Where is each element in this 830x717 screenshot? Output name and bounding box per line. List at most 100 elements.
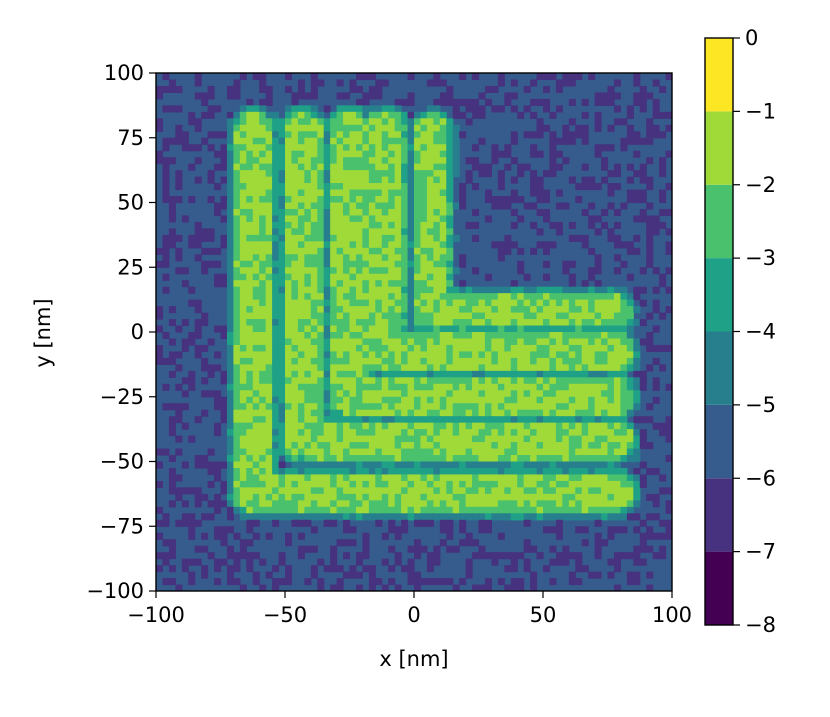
heatmap-cell [433,183,441,191]
heatmap-cell [278,325,286,333]
heatmap-cell [439,519,447,527]
heatmap-cell [388,545,396,553]
heatmap-cell [562,474,570,482]
heatmap-cell [478,170,486,178]
heatmap-cell [375,208,383,217]
heatmap-cell [168,416,176,424]
heatmap-cell [439,390,447,398]
heatmap-cell [555,493,563,501]
heatmap-cell [446,519,454,527]
heatmap-cell [394,234,402,242]
heatmap-cell [343,351,351,359]
heatmap-cell [633,234,641,242]
heatmap-cell [285,487,293,495]
heatmap-cell [194,234,202,242]
heatmap-cell [233,506,241,514]
heatmap-cell [543,293,551,301]
heatmap-cell [394,267,402,275]
heatmap-cell [381,176,389,184]
heatmap-cell [343,325,351,333]
heatmap-cell [168,202,176,210]
heatmap-cell [175,247,183,255]
heatmap-cell [523,545,531,553]
heatmap-cell [226,137,234,145]
heatmap-cell [407,558,415,566]
heatmap-cell [368,364,376,372]
heatmap-cell [317,506,325,514]
heatmap-cell [607,571,615,579]
heatmap-cell [452,338,460,346]
heatmap-cell [362,241,370,249]
heatmap-cell [407,170,415,178]
heatmap-cell [220,403,228,411]
heatmap-cell [665,208,672,217]
heatmap-cell [472,506,480,514]
heatmap-cell [426,118,434,126]
heatmap-cell [355,390,363,398]
heatmap-cell [226,118,234,126]
heatmap-cell [381,118,389,126]
heatmap-cell [433,435,441,443]
heatmap-cell [285,312,293,320]
heatmap-cell [252,480,260,488]
heatmap-cell [323,344,331,353]
heatmap-cell [652,532,660,540]
heatmap-cell [285,183,293,191]
heatmap-cell [175,448,183,456]
heatmap-cell [388,189,396,197]
heatmap-cell [581,461,589,469]
heatmap-cell [239,202,247,210]
heatmap-cell [581,370,589,378]
heatmap-cell [394,319,402,327]
heatmap-cell [285,306,293,314]
heatmap-cell [291,506,299,514]
heatmap-cell [652,500,660,508]
heatmap-cell [497,344,505,353]
heatmap-cell [310,293,318,301]
heatmap-cell [272,150,280,158]
heatmap-cell [478,325,486,333]
heatmap-cell [310,92,318,100]
heatmap-cell [214,526,222,534]
heatmap-cell [362,208,370,217]
heatmap-cell [246,500,254,508]
heatmap-cell [349,429,357,437]
heatmap-cell [530,435,538,443]
heatmap-cell [297,312,305,320]
heatmap-cell [304,351,312,359]
heatmap-cell [549,299,557,307]
heatmap-cell [459,196,467,204]
heatmap-cell [472,409,480,417]
heatmap-cell [194,118,202,126]
heatmap-cell [497,383,505,391]
heatmap-cell [226,429,234,437]
heatmap-cell [368,383,376,391]
heatmap-cell [626,409,634,417]
heatmap-cell [291,183,299,191]
heatmap-cell [484,98,492,106]
heatmap-cell [659,429,667,437]
heatmap-cell [233,202,241,210]
heatmap-cell [259,241,267,249]
heatmap-cell [239,467,247,476]
heatmap-cell [355,325,363,333]
heatmap-cell [310,526,318,534]
heatmap-cell [278,429,286,437]
heatmap-cell [388,396,396,404]
heatmap-cell [484,319,492,327]
heatmap-cell [575,480,583,488]
heatmap-cell [343,448,351,456]
heatmap-cell [375,189,383,197]
heatmap-cell [188,558,196,566]
heatmap-cell [278,273,286,281]
heatmap-cell [355,558,363,566]
heatmap-cell [407,267,415,275]
heatmap-cell [575,442,583,450]
heatmap-cell [549,461,557,469]
heatmap-cell [252,455,260,463]
heatmap-cell [549,493,557,501]
heatmap-cell [394,344,402,353]
heatmap-cell [297,118,305,126]
heatmap-cell [246,461,254,469]
heatmap-cell [291,519,299,527]
